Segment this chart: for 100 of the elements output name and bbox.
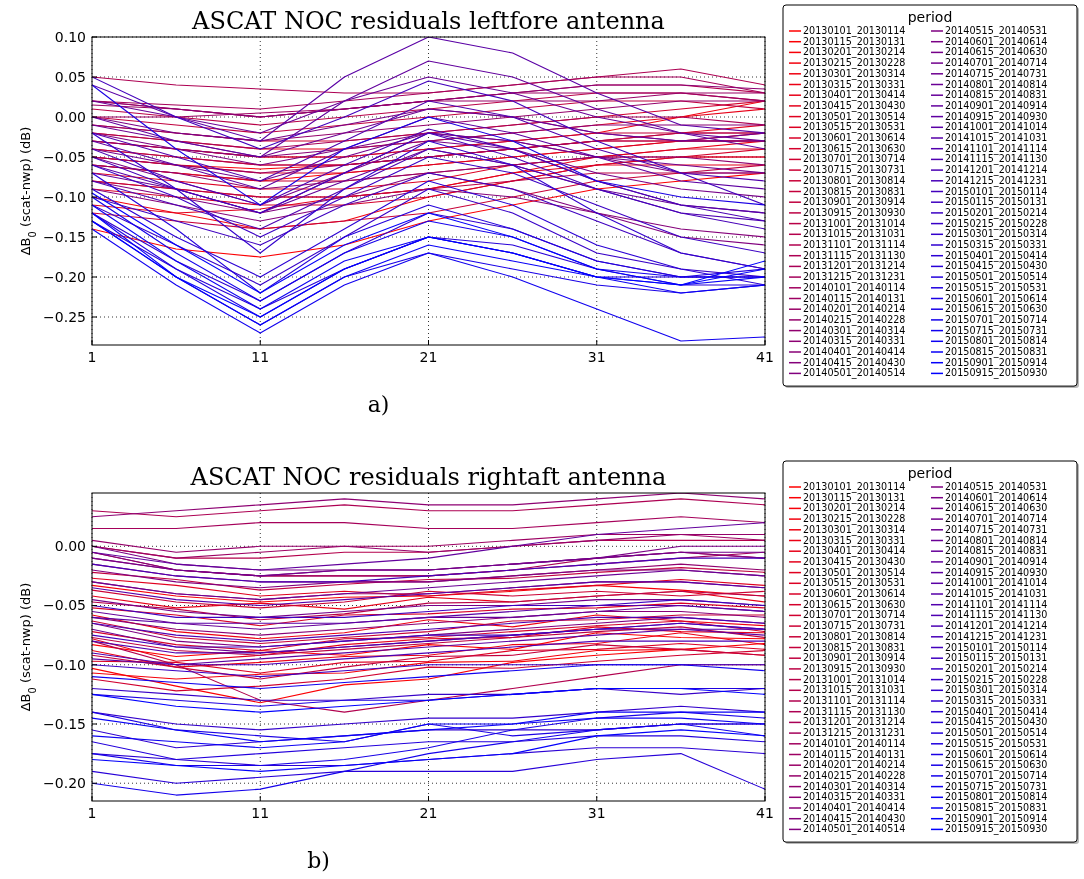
x-tick-label: 21 bbox=[419, 349, 438, 365]
legend-label: 20140315_20140331 bbox=[803, 335, 906, 348]
y-tick-label: −0.05 bbox=[43, 148, 86, 165]
legend-label: 20150501_20150514 bbox=[945, 271, 1048, 284]
y-tick-label: 0.00 bbox=[54, 108, 86, 125]
legend-label: 20140901_20140914 bbox=[945, 555, 1048, 568]
chart-title: ASCAT NOC residuals leftfore antenna bbox=[191, 7, 665, 35]
x-tick-label: 41 bbox=[756, 805, 774, 821]
legend-label: 20141201_20141214 bbox=[945, 164, 1048, 177]
legend-label: 20140401_20140414 bbox=[803, 802, 906, 814]
x-tick-label: 31 bbox=[587, 349, 606, 365]
legend-label: 20150815_20150831 bbox=[945, 802, 1048, 814]
legend-label: 20141015_20141031 bbox=[945, 588, 1048, 600]
legend-label: 20130501_20130514 bbox=[803, 110, 906, 123]
legend-label: 20140915_20140930 bbox=[945, 566, 1048, 579]
legend-label: 20131015_20131031 bbox=[803, 228, 906, 241]
legend-label: 20130801_20130814 bbox=[803, 174, 906, 187]
legend-label: 20150715_20150731 bbox=[945, 780, 1048, 793]
legend-label: 20150301_20150314 bbox=[945, 228, 1048, 241]
legend-label: 20131101_20131114 bbox=[803, 695, 906, 707]
legend-label: 20130515_20130531 bbox=[803, 577, 906, 590]
legend-label: 20150201_20150214 bbox=[945, 662, 1048, 675]
legend-label: 20150901_20150914 bbox=[945, 356, 1048, 369]
legend-label: 20141115_20141130 bbox=[945, 153, 1048, 166]
legend-label: 20130915_20130930 bbox=[803, 206, 906, 219]
legend-label: 20140315_20140331 bbox=[803, 791, 906, 804]
legend-label: 20140715_20140731 bbox=[945, 523, 1048, 536]
legend-label: 20131101_20131114 bbox=[803, 239, 906, 251]
legend-label: 20140915_20140930 bbox=[945, 110, 1048, 123]
legend-label: 20141015_20141031 bbox=[945, 132, 1048, 144]
legend-label: 20131215_20131231 bbox=[803, 727, 906, 740]
legend-label: 20140701_20140714 bbox=[945, 513, 1048, 526]
legend-label: 20130401_20130414 bbox=[803, 89, 906, 102]
legend-label: 20150301_20150314 bbox=[945, 684, 1048, 697]
legend-label: 20130515_20130531 bbox=[803, 121, 906, 134]
legend-label: 20140615_20140630 bbox=[945, 46, 1048, 59]
legend-label: 20130615_20130630 bbox=[803, 142, 906, 155]
legend-label: 20140101_20140114 bbox=[803, 737, 906, 750]
legend-label: 20140801_20140814 bbox=[945, 534, 1048, 547]
legend-label: 20150215_20150228 bbox=[945, 217, 1048, 230]
legend-label: 20150515_20150531 bbox=[945, 737, 1048, 750]
legend-label: 20141201_20141214 bbox=[945, 620, 1048, 633]
legend-label: 20141215_20141231 bbox=[945, 174, 1048, 187]
legend-title: period bbox=[907, 9, 953, 25]
legend-label: 20140815_20140831 bbox=[945, 545, 1048, 558]
x-tick-label: 1 bbox=[87, 805, 97, 821]
legend-label: 20130101_20130114 bbox=[803, 481, 906, 493]
legend-label: 20150815_20150831 bbox=[945, 346, 1048, 358]
legend-label: 20150415_20150430 bbox=[945, 260, 1048, 273]
legend-title: period bbox=[907, 465, 953, 481]
legend-label: 20150615_20150630 bbox=[945, 759, 1048, 772]
legend-label: 20140101_20140114 bbox=[803, 281, 906, 294]
y-tick-label: −0.10 bbox=[43, 656, 86, 673]
legend-label: 20140515_20140531 bbox=[945, 481, 1048, 493]
legend-label: 20131001_20131014 bbox=[803, 673, 906, 686]
legend-label: 20150801_20150814 bbox=[945, 791, 1048, 804]
legend-label: 20150801_20150814 bbox=[945, 335, 1048, 348]
legend-label: 20150901_20150914 bbox=[945, 812, 1048, 825]
legend-label: 20140601_20140614 bbox=[945, 491, 1048, 504]
legend-label: 20130101_20130114 bbox=[803, 25, 906, 37]
legend-label: 20131115_20131130 bbox=[803, 705, 906, 718]
x-tick-label: 41 bbox=[756, 349, 774, 365]
legend-label: 20130215_20130228 bbox=[803, 513, 906, 526]
x-tick-label: 11 bbox=[251, 805, 270, 821]
legend-label: 20130901_20130914 bbox=[803, 196, 906, 209]
y-tick-label: −0.10 bbox=[43, 188, 86, 205]
legend-label: 20140701_20140714 bbox=[945, 57, 1048, 70]
legend-label: 20141001_20141014 bbox=[945, 577, 1048, 590]
legend-label: 20150101_20150114 bbox=[945, 641, 1048, 654]
legend-label: 20141115_20141130 bbox=[945, 609, 1048, 622]
text: a) bbox=[367, 392, 390, 417]
legend-label: 20130501_20130514 bbox=[803, 566, 906, 579]
legend-label: 20130701_20130714 bbox=[803, 153, 906, 166]
legend-label: 20130601_20130614 bbox=[803, 588, 906, 600]
legend-label: 20140615_20140630 bbox=[945, 502, 1048, 515]
legend-label: 20150201_20150214 bbox=[945, 206, 1048, 219]
legend-label: 20141001_20141014 bbox=[945, 121, 1048, 134]
legend-label: 20130301_20130314 bbox=[803, 67, 906, 80]
legend-label: 20140201_20140214 bbox=[803, 759, 906, 772]
legend-label: 20140515_20140531 bbox=[945, 25, 1048, 37]
y-tick-label: 0.10 bbox=[54, 28, 86, 45]
legend-label: 20140901_20140914 bbox=[945, 99, 1048, 112]
y-tick-label: −0.15 bbox=[43, 715, 86, 732]
legend-label: 20150701_20150714 bbox=[945, 769, 1048, 782]
legend-label: 20130615_20130630 bbox=[803, 598, 906, 611]
legend-label: 20140415_20140430 bbox=[803, 356, 906, 369]
legend-label: 20130215_20130228 bbox=[803, 57, 906, 70]
legend-label: 20130901_20130914 bbox=[803, 652, 906, 665]
legend-label: 20130401_20130414 bbox=[803, 545, 906, 558]
legend-label: 20130315_20130331 bbox=[803, 78, 906, 91]
legend-label: 20150315_20150331 bbox=[945, 239, 1048, 251]
legend-label: 20140115_20140131 bbox=[803, 292, 906, 305]
legend-label: 20130715_20130731 bbox=[803, 620, 906, 633]
legend-label: 20131001_20131014 bbox=[803, 217, 906, 230]
legend-label: 20130115_20130131 bbox=[803, 35, 906, 48]
legend-label: 20150401_20150414 bbox=[945, 249, 1048, 262]
legend-label: 20131201_20131214 bbox=[803, 716, 906, 729]
legend-label: 20140501_20140514 bbox=[803, 823, 906, 836]
legend-label: 20150601_20150614 bbox=[945, 292, 1048, 305]
legend-label: 20150715_20150731 bbox=[945, 324, 1048, 337]
